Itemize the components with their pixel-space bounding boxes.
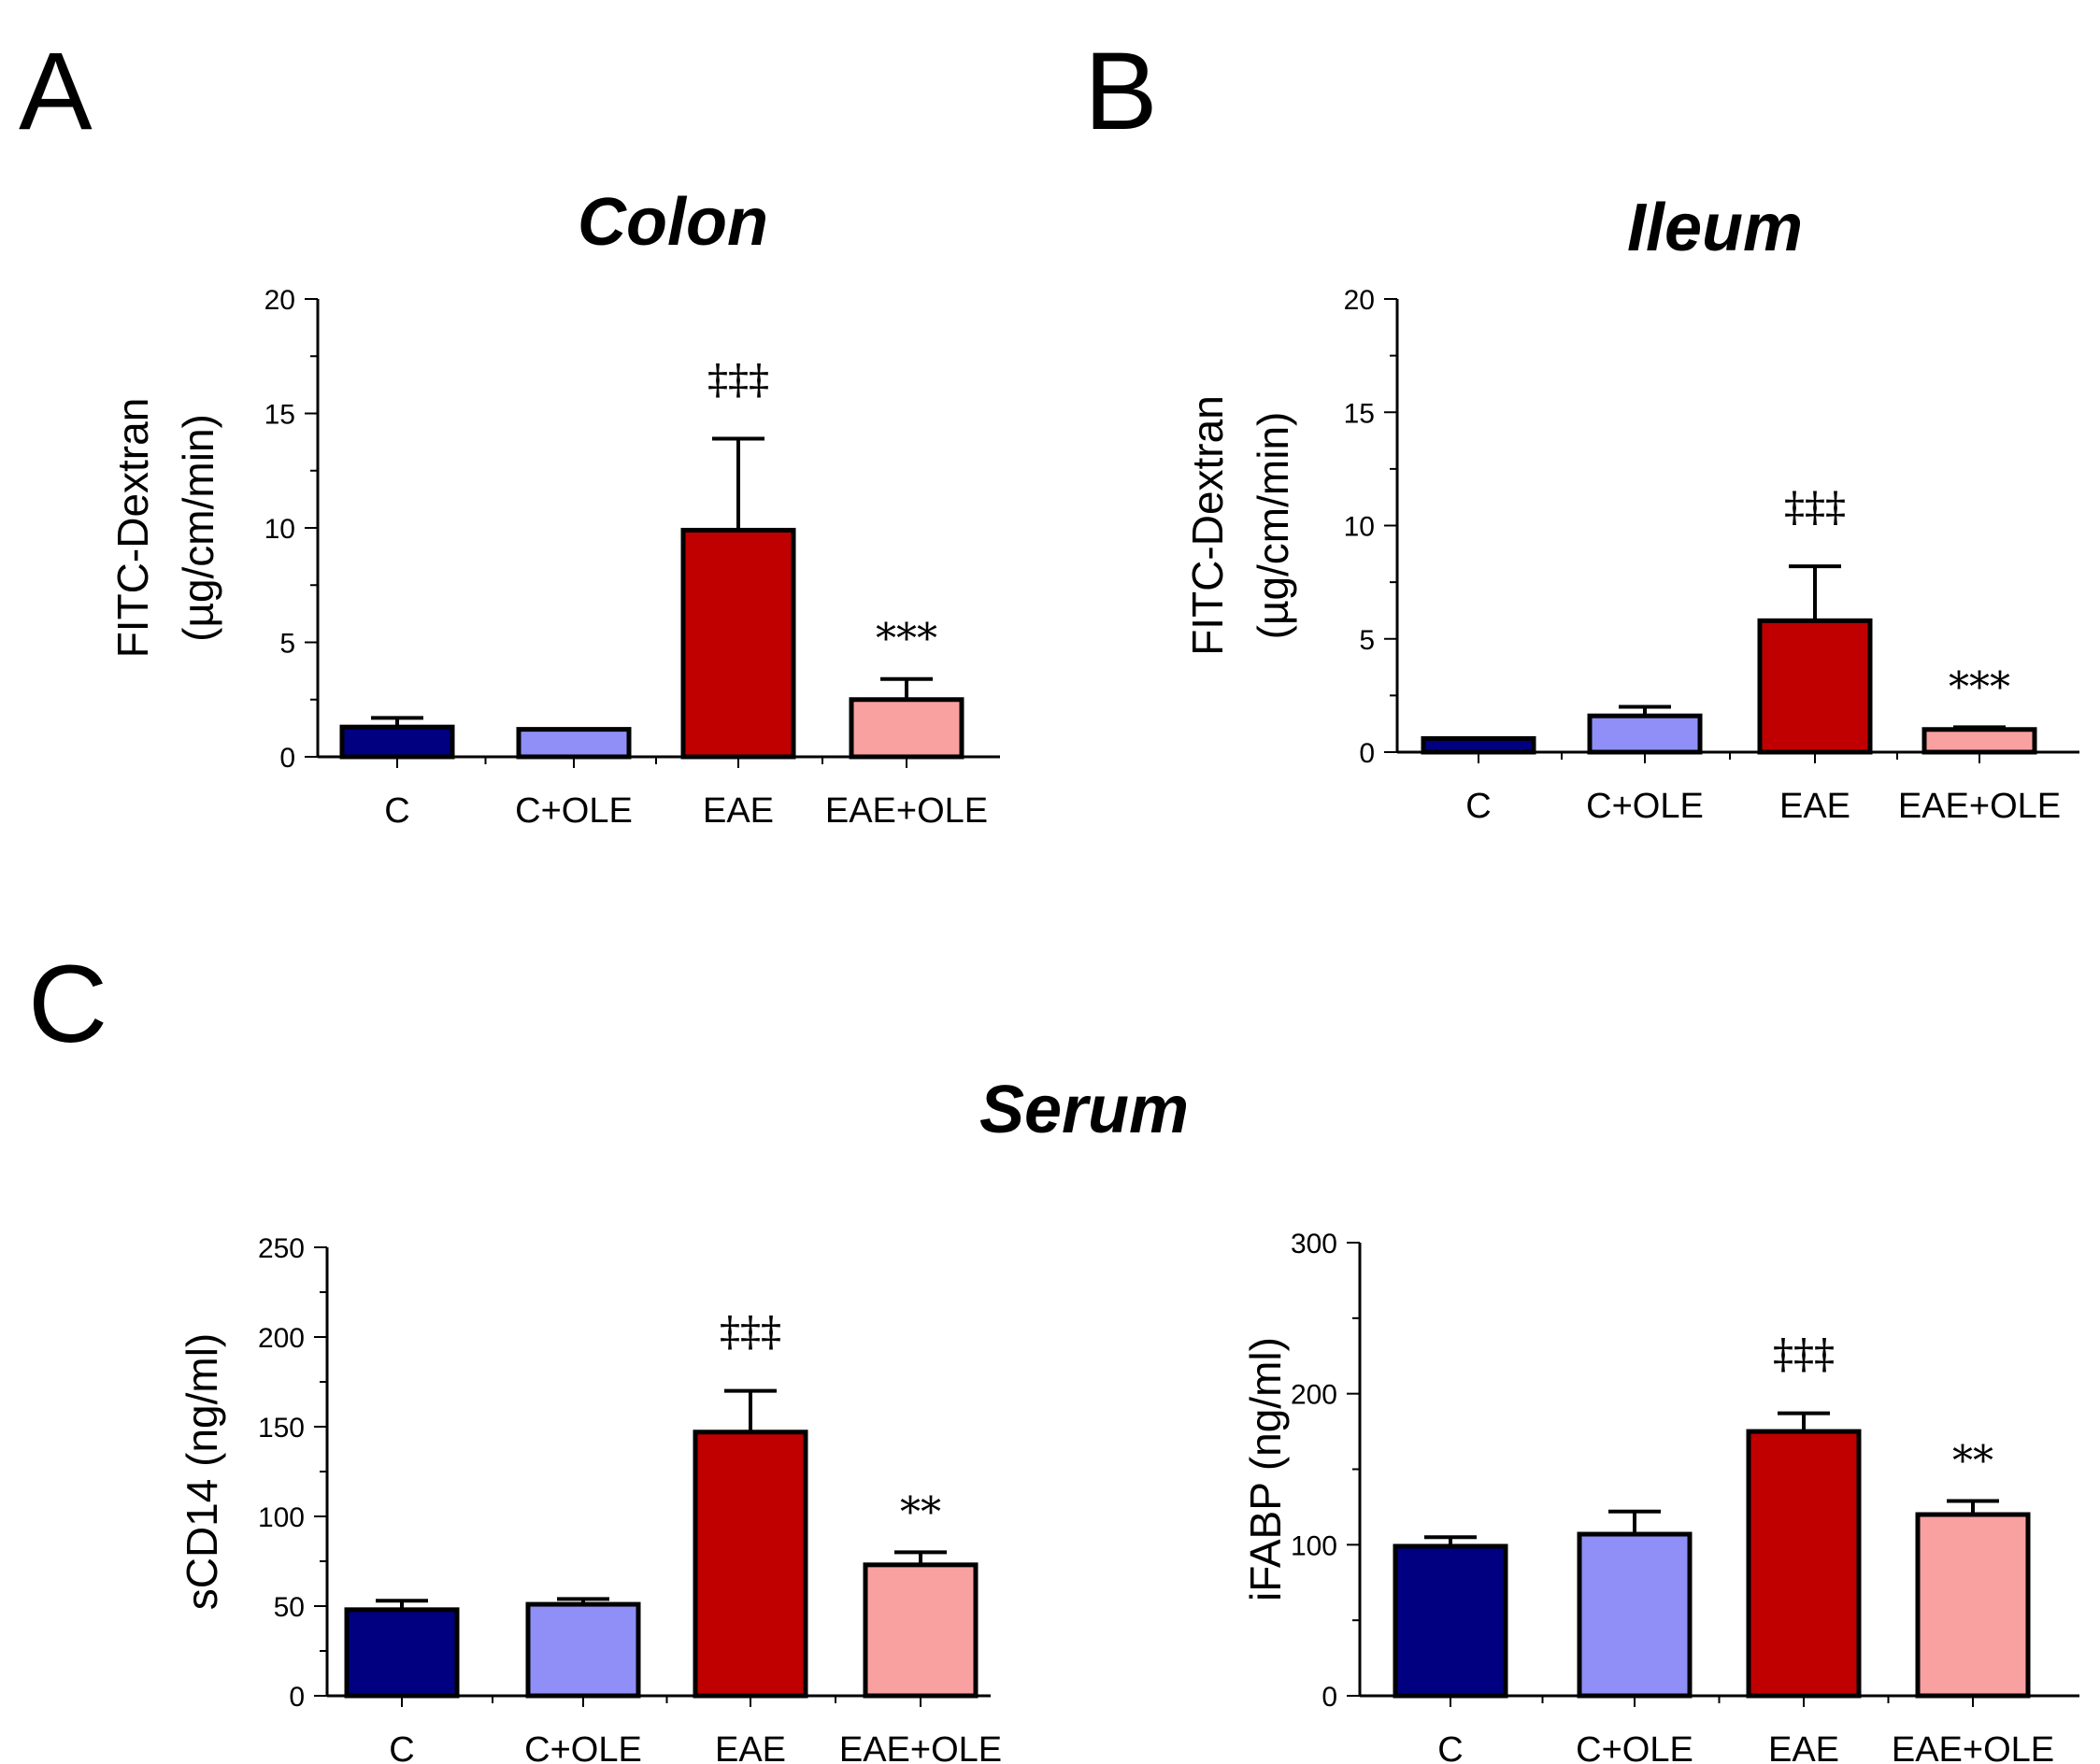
y-tick-label: 250 bbox=[258, 1233, 305, 1264]
bar-eae-plus-ole bbox=[1921, 727, 2037, 755]
panel-label-a: A bbox=[19, 30, 93, 153]
y-tick-label: 20 bbox=[1344, 285, 1375, 316]
y-tick-label: 200 bbox=[1291, 1380, 1337, 1411]
y-tick-label: 0 bbox=[279, 743, 295, 774]
y-tick-label: 50 bbox=[274, 1592, 305, 1623]
section-title-serum: Serum bbox=[979, 1073, 1189, 1147]
x-tick-label-eae: EAE bbox=[715, 1730, 786, 1764]
chart-ileum: Ileum FITC-Dextran (µg/cm/min) ‡‡‡ *** 0 5 10 15… bbox=[1183, 191, 2079, 826]
significance-label: ** bbox=[900, 1488, 941, 1536]
chart-title: Colon bbox=[578, 185, 768, 260]
bar-c-plus-ole bbox=[525, 1601, 641, 1699]
y-tick-label: 15 bbox=[264, 400, 295, 431]
y-axis-label: FITC-Dextran bbox=[108, 398, 157, 659]
x-tick-label-c-plus-ole: C+OLE bbox=[1576, 1730, 1693, 1764]
y-axis-label: (µg/cm/min) bbox=[1249, 412, 1297, 640]
y-tick-label: 150 bbox=[258, 1413, 305, 1444]
x-tick-label-eae-plus-ole: EAE+OLE bbox=[839, 1730, 1002, 1764]
bar-c-plus-ole bbox=[516, 727, 632, 760]
y-tick-label: 100 bbox=[1291, 1530, 1337, 1561]
y-axis-label: sCD14 (ng/ml) bbox=[178, 1333, 226, 1611]
x-tick-label-c-plus-ole: C+OLE bbox=[515, 791, 633, 831]
significance-label: ‡‡‡ bbox=[707, 356, 769, 404]
y-tick-label: 5 bbox=[279, 629, 295, 660]
bar-eae bbox=[693, 1430, 808, 1699]
bar-c bbox=[1393, 1544, 1508, 1699]
y-tick-label: 5 bbox=[1359, 625, 1375, 656]
x-tick-label-c-plus-ole: C+OLE bbox=[524, 1730, 642, 1764]
y-tick-label: 300 bbox=[1291, 1229, 1337, 1259]
bar-eae bbox=[1757, 618, 1873, 755]
y-tick-label: 10 bbox=[1344, 512, 1375, 543]
bar-eae-plus-ole bbox=[1915, 1512, 2031, 1699]
y-tick-label: 0 bbox=[289, 1682, 305, 1713]
significance-label: *** bbox=[1949, 663, 2010, 711]
x-tick-label-c: C bbox=[1437, 1730, 1463, 1764]
x-tick-label-eae-plus-ole: EAE+OLE bbox=[1898, 787, 2061, 826]
y-tick-label: 0 bbox=[1321, 1682, 1337, 1713]
significance-label: ‡‡‡ bbox=[1784, 484, 1846, 532]
bar-eae-plus-ole bbox=[863, 1562, 979, 1699]
significance-label: ‡‡‡ bbox=[1773, 1331, 1835, 1379]
x-tick-label-eae-plus-ole: EAE+OLE bbox=[1892, 1730, 2054, 1764]
y-tick-label: 10 bbox=[264, 514, 295, 545]
x-tick-label-eae: EAE bbox=[703, 791, 774, 831]
y-axis-label: (µg/cm/min) bbox=[174, 414, 222, 642]
y-axis-label: iFABP (ng/ml) bbox=[1241, 1337, 1290, 1601]
significance-label: ‡‡‡ bbox=[720, 1309, 781, 1357]
significance-label: *** bbox=[876, 616, 937, 663]
significance-label: ** bbox=[1952, 1437, 1993, 1485]
chart-scd14: sCD14 (ng/ml) ‡‡‡ ** 0 50 100 150 200 250 C C+OLE E… bbox=[178, 1233, 1002, 1764]
y-tick-label: 200 bbox=[258, 1323, 305, 1354]
chart-colon: Colon FITC-Dextran (µg/cm/min) ‡‡‡ *** 0 5 10 15… bbox=[108, 185, 1000, 831]
panel-label-b: B bbox=[1084, 30, 1158, 153]
y-tick-label: 15 bbox=[1344, 398, 1375, 429]
x-tick-label-eae-plus-ole: EAE+OLE bbox=[825, 791, 988, 831]
x-tick-label-eae: EAE bbox=[1779, 787, 1850, 826]
chart-title: Ileum bbox=[1627, 191, 1803, 265]
x-tick-label-c: C bbox=[1465, 787, 1491, 826]
bar-c bbox=[344, 1607, 460, 1699]
x-tick-label-eae: EAE bbox=[1768, 1730, 1839, 1764]
x-tick-label-c-plus-ole: C+OLE bbox=[1586, 787, 1704, 826]
panel-label-c: C bbox=[28, 943, 107, 1066]
x-tick-label-c: C bbox=[389, 1730, 414, 1764]
bar-c-plus-ole bbox=[1577, 1531, 1693, 1699]
bar-c-plus-ole bbox=[1587, 713, 1703, 755]
x-tick-label-c: C bbox=[384, 791, 409, 831]
bar-eae bbox=[680, 527, 796, 760]
y-tick-label: 100 bbox=[258, 1502, 305, 1533]
bar-eae-plus-ole bbox=[849, 697, 964, 760]
y-tick-label: 20 bbox=[264, 285, 295, 316]
chart-ifabp: iFABP (ng/ml) ‡‡‡ ** 0 100 200 300 C C+OLE EAE EAE… bbox=[1241, 1229, 2079, 1764]
bar-c bbox=[1421, 735, 1536, 755]
y-axis-label: FITC-Dextran bbox=[1183, 395, 1232, 656]
bar-eae bbox=[1746, 1429, 1862, 1699]
y-tick-label: 0 bbox=[1359, 738, 1375, 769]
bar-c bbox=[339, 724, 455, 760]
